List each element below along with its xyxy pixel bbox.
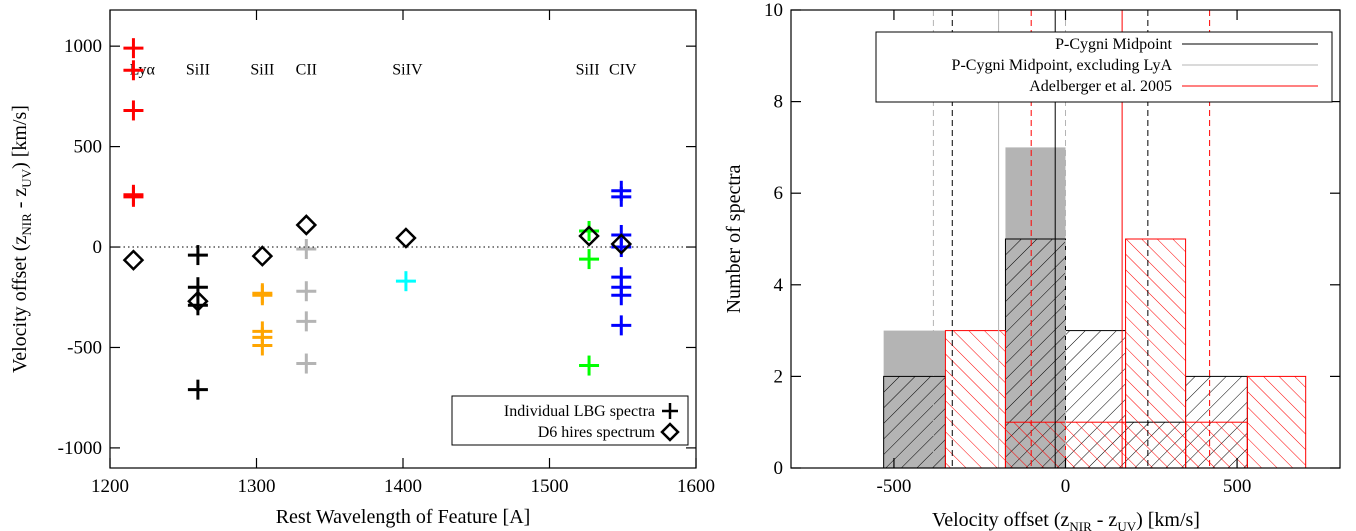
feature-label: SiII [250,61,274,78]
d6-diamond-point [187,290,209,313]
legend-plus-marker [662,403,678,419]
histogram-bar-pcygni [883,375,946,468]
lbg-plus-point [611,285,632,306]
legend-entry-individual-lbg: Individual LBG spectra [504,403,655,420]
left-y-tick-label: -1000 [58,438,102,459]
histogram-bar-adelberger [944,330,1006,468]
d6-diamond-point [578,225,600,247]
feature-label: CII [296,61,317,78]
lbg-plus-point [123,60,144,81]
right-y-tick-label: 10 [764,0,783,21]
feature-label: SiIV [392,61,423,78]
right-y-tick-label: 6 [774,183,784,204]
legend-entry-adelberger: Adelberger et al. 2005 [1029,78,1172,95]
d6-diamond-point [122,249,145,271]
lbg-plus-point [296,353,317,374]
d6-diamond-point [395,227,417,249]
left-y-tick-label: -500 [67,337,102,358]
right-y-tick-label: 0 [774,458,784,479]
left-y-tick-label: 1000 [64,36,102,57]
lbg-plus-point [187,245,208,266]
histogram-bar-adelberger [1185,421,1248,468]
lbg-plus-point [579,249,600,270]
lbg-plus-point [123,186,144,207]
d6-diamond-point [251,245,274,267]
left-x-tick-label: 1500 [531,476,569,497]
scatter-legend: Individual LBG spectra D6 hires spectrum [451,395,689,446]
feature-label: SiII [186,61,210,78]
lbg-plus-point [579,355,600,376]
histogram-bar-adelberger [1246,375,1307,468]
y-axis-label: Number of spectra [723,164,745,313]
right-y-tick-label: 4 [774,275,784,296]
legend-entry-pcygni-excl-lya: P-Cygni Midpoint, excluding LyA [952,57,1173,74]
legend-diamond-marker [660,422,680,442]
lbg-plus-point [579,220,600,241]
histogram-bar-adelberger [1125,238,1187,468]
right-x-tick-label: 0 [1061,476,1071,497]
feature-label: SiII [576,61,600,78]
lbg-plus-point [395,271,416,292]
right-y-tick-label: 2 [774,366,784,387]
histogram-bar-adelberger [1065,421,1127,468]
scatter-panel: Lyα SiII SiII CII SiIV SiII CIV 1200 1300 1400 15… [9,9,715,528]
x-axis-label: Rest Wavelength of Feature [A] [276,506,531,528]
left-y-tick-label: 0 [93,237,103,258]
left-y-tick-label: 500 [74,137,103,158]
lbg-plus-point [296,311,317,332]
d6-diamond-point [610,233,633,255]
y-axis-label: Velocity offset (zNIR - zUV) [km/s] [9,105,34,373]
right-x-tick-label: 500 [1223,476,1252,497]
left-x-tick-label: 1200 [91,476,129,497]
histogram-legend: P-Cygni Midpoint P-Cygni Midpoint, exclu… [875,31,1333,103]
lbg-plus-point [123,100,144,121]
histogram-panel: -500 0 500 0 2 4 6 8 10 Velocity offset (zNIR - … [723,0,1341,531]
legend-entry-d6-hires: D6 hires spectrum [538,424,656,441]
lbg-plus-point [296,239,317,260]
lbg-plus-point [611,186,632,207]
lbg-plus-point [187,379,208,400]
right-y-tick-label: 8 [774,92,784,113]
lbg-plus-point [252,335,273,356]
lbg-plus-point [296,281,317,302]
d6-diamond-point [295,214,318,236]
left-x-tick-label: 1400 [384,476,422,497]
histogram-bar-adelberger [1004,421,1066,468]
legend-entry-pcygni: P-Cygni Midpoint [1055,36,1172,53]
lbg-plus-point [123,38,144,59]
lbg-plus-point [611,315,632,336]
feature-label: CIV [609,61,637,78]
lbg-plus-point [187,277,208,298]
lbg-plus-point [252,285,273,306]
right-x-tick-label: -500 [877,476,912,497]
left-x-tick-label: 1600 [677,476,715,497]
x-axis-label: Velocity offset (zNIR - zUV) [km/s] [932,509,1200,531]
left-x-tick-label: 1300 [238,476,276,497]
